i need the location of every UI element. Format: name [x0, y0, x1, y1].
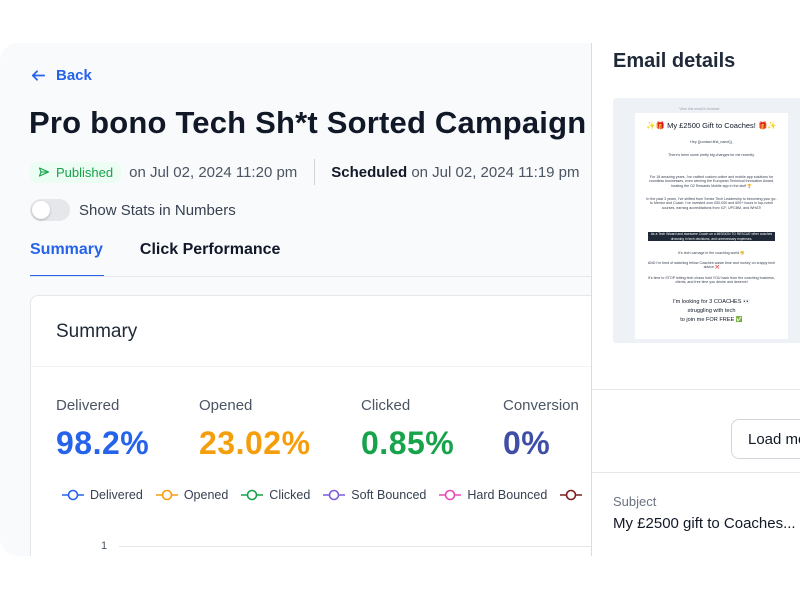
- campaign-meta: Published on Jul 02, 2024 11:20 pm Sched…: [30, 159, 580, 185]
- legend-opened[interactable]: Opened: [155, 488, 229, 502]
- preview-line: struggling with tech: [687, 308, 736, 314]
- legend-hard-bounced[interactable]: Hard Bounced: [439, 488, 547, 502]
- back-label: Back: [56, 67, 92, 84]
- preview-browser-link: View this email in browser: [679, 107, 720, 111]
- legend-soft-bounced[interactable]: Soft Bounced: [323, 488, 426, 502]
- line-marker-icon: [560, 489, 583, 501]
- email-preview[interactable]: View this email in browser ✨🎁 My £2500 G…: [613, 98, 800, 343]
- stats-chart: 1: [31, 532, 592, 556]
- toggle-knob: [32, 201, 50, 219]
- page-title: Pro bono Tech Sh*t Sorted Campaign Repea…: [29, 105, 592, 140]
- preview-line: to join me FOR FREE ✅: [680, 317, 743, 323]
- stat-value: 98.2%: [56, 425, 150, 461]
- stat-opened: Opened 23.02%: [199, 397, 311, 462]
- gift-icon: 🎁✨: [757, 121, 777, 130]
- line-marker-icon: [155, 489, 178, 501]
- preview-line: AND I'm tired of watching fellow Coaches…: [647, 261, 776, 270]
- stat-label: Clicked: [361, 397, 411, 414]
- panel-divider: [592, 389, 800, 390]
- load-more-button[interactable]: Load more: [731, 419, 800, 459]
- preview-line: There's been some pretty big changes for…: [668, 153, 755, 157]
- status-text: Published: [56, 164, 114, 180]
- show-stats-label: Show Stats in Numbers: [79, 201, 236, 219]
- published-date: on Jul 02, 2024 11:20 pm: [129, 163, 298, 181]
- scheduled-info: Scheduled on Jul 02, 2024 11:19 pm: [331, 164, 579, 181]
- stat-label: Delivered: [56, 397, 120, 414]
- legend-label: Clicked: [269, 488, 311, 502]
- line-marker-icon: [323, 489, 346, 501]
- meta-divider: [314, 159, 316, 185]
- preview-line: It's time to STOP letting tech chaos hol…: [648, 276, 775, 285]
- legend-label: Soft Bounced: [351, 488, 427, 502]
- stat-conversion: Conversion 0%: [503, 397, 579, 462]
- tabs-underline: [30, 276, 592, 277]
- tab-summary[interactable]: Summary: [30, 231, 104, 277]
- line-marker-icon: [439, 489, 462, 501]
- line-marker-icon: [241, 489, 264, 501]
- stat-label: Opened: [199, 397, 253, 414]
- arrow-left-icon: [31, 70, 46, 81]
- panel-title: Email details: [613, 50, 736, 72]
- gift-icon: ✨🎁: [646, 121, 665, 130]
- preview-line: I'm looking for 3 COACHES 👀: [672, 299, 751, 305]
- legend-delivered[interactable]: Delivered: [62, 488, 143, 502]
- panel-divider: [592, 472, 800, 473]
- campaign-report-window: Back Pro bono Tech Sh*t Sorted Campaign …: [0, 43, 800, 556]
- legend-label: Hard Bounced: [467, 488, 548, 502]
- preview-highlight: As a Tech Wizard and awesome Coach on a …: [648, 232, 775, 241]
- send-icon: [38, 167, 50, 177]
- stat-label: Conversion: [503, 397, 579, 414]
- line-marker-icon: [62, 489, 84, 501]
- preview-line: For 18 amazing years, I've crafted custo…: [648, 175, 775, 188]
- stat-value: 0%: [503, 425, 551, 461]
- scheduled-date: on Jul 02, 2024 11:19 pm: [411, 163, 580, 181]
- preview-line: In the past 3 years, I've shifted from S…: [646, 197, 777, 210]
- stat-value: 0.85%: [361, 425, 455, 461]
- scheduled-label: Scheduled: [331, 163, 408, 181]
- show-stats-toggle[interactable]: [30, 199, 70, 221]
- report-tabs: Summary Click Performance: [30, 231, 280, 277]
- legend-label: Opened: [183, 488, 229, 502]
- email-preview-body: ✨🎁 My £2500 Gift to Coaches! 🎁✨ Hey {{co…: [635, 113, 788, 339]
- summary-title: Summary: [56, 321, 138, 342]
- stat-delivered: Delivered 98.2%: [56, 397, 149, 462]
- preview-greeting: Hey {{contact.first_name}},: [690, 140, 733, 144]
- preview-headline: ✨🎁 My £2500 Gift to Coaches! 🎁✨: [646, 121, 777, 130]
- y-tick-label: 1: [101, 540, 108, 552]
- report-main-area: Back Pro bono Tech Sh*t Sorted Campaign …: [0, 43, 592, 556]
- legend-clicked[interactable]: Clicked: [241, 488, 310, 502]
- chart-gridline: [119, 546, 592, 547]
- subject-label: Subject: [613, 494, 657, 509]
- subject-value: My £2500 gift to Coaches...: [613, 515, 796, 532]
- stats-toggle-row: Show Stats in Numbers: [30, 199, 236, 221]
- legend-unsubscribed[interactable]: [560, 488, 588, 502]
- email-details-panel: Email details View this email in browser…: [591, 43, 800, 556]
- back-link[interactable]: Back: [30, 67, 92, 84]
- stat-value: 23.02%: [199, 425, 311, 461]
- tab-click-performance[interactable]: Click Performance: [139, 241, 281, 258]
- status-badge: Published: [30, 161, 122, 183]
- summary-divider: [31, 366, 592, 367]
- legend-label: Delivered: [90, 488, 143, 502]
- preview-line: It's tech carnage in the coaching world …: [678, 251, 745, 255]
- chart-legend: Delivered Opened Clicked Soft Bounced Ha…: [62, 488, 588, 502]
- summary-card: Summary Delivered 98.2% Opened 23.02% Cl…: [30, 295, 592, 556]
- stat-clicked: Clicked 0.85%: [361, 397, 454, 462]
